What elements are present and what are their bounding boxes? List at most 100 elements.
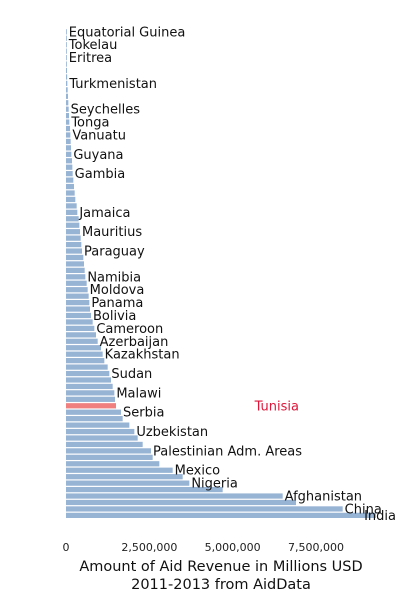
bar-sudan: [66, 370, 110, 377]
bar-guyana: [66, 151, 72, 157]
bar-moldova: [66, 287, 88, 293]
bar: [66, 216, 79, 222]
bar: [66, 454, 153, 460]
bar-palestinian-adm-areas: [66, 448, 151, 454]
x-tick-label: 0: [63, 541, 70, 554]
country-label-afghanistan: Afghanistan: [285, 490, 362, 505]
x-axis-ticks: 0 2,500,000 5,000,000 7,500,000: [63, 541, 344, 554]
x-tick-label: 2,500,000: [121, 541, 177, 554]
country-label-mexico: Mexico: [175, 464, 220, 479]
bar: [66, 177, 74, 183]
bar: [66, 435, 138, 441]
bar: [66, 241, 82, 248]
bar: [66, 35, 67, 41]
bar-bolivia: [66, 312, 91, 319]
x-axis-subtitle: 2011-2013 from AidData: [131, 577, 311, 593]
country-label-seychelles: Seychelles: [71, 103, 141, 118]
bar: [66, 306, 90, 312]
bar-malawi: [66, 390, 115, 396]
bar-nigeria: [66, 480, 190, 486]
country-label-tokelau: Tokelau: [68, 38, 118, 53]
bar-mexico: [66, 467, 173, 473]
country-label-malawi: Malawi: [116, 386, 161, 401]
bar: [66, 138, 71, 145]
country-label-nigeria: Nigeria: [191, 477, 238, 492]
bar-tokelau: [66, 42, 67, 48]
country-label-uzbekistan: Uzbekistan: [136, 425, 208, 440]
bars-layer: [66, 29, 376, 518]
bar: [66, 113, 69, 119]
bar: [66, 164, 73, 170]
bar: [66, 222, 80, 228]
bar: [66, 158, 72, 164]
bar: [66, 474, 183, 480]
bar-azerbaijan: [66, 338, 98, 344]
bar: [66, 203, 77, 209]
country-label-mauritius: Mauritius: [82, 225, 142, 240]
country-label-eritrea: Eritrea: [69, 51, 112, 66]
country-label-tunisia: Tunisia: [254, 399, 299, 414]
country-label-sudan: Sudan: [111, 367, 152, 382]
bar-tunisia: [66, 403, 116, 409]
country-label-tonga: Tonga: [70, 116, 109, 131]
bar-kazakhstan: [66, 351, 103, 357]
country-label-kazakhstan: Kazakhstan: [105, 348, 180, 363]
bar: [66, 87, 68, 93]
bar-tonga: [66, 119, 70, 125]
bar: [66, 235, 81, 241]
country-label-vanuatu: Vanuatu: [72, 128, 126, 143]
bar: [66, 48, 67, 54]
country-label-india: India: [364, 509, 396, 524]
bar-serbia: [66, 409, 121, 415]
x-axis-title: Amount of Aid Revenue in Millions USD: [79, 559, 362, 575]
bar: [66, 396, 115, 402]
bar: [66, 461, 160, 467]
bar-afghanistan: [66, 493, 283, 499]
bar-uzbekistan: [66, 428, 135, 435]
country-label-cameroon: Cameroon: [96, 322, 163, 337]
bar: [66, 125, 70, 132]
bar: [66, 254, 84, 261]
bar: [66, 422, 130, 428]
country-label-guyana: Guyana: [73, 148, 123, 163]
bar: [66, 100, 69, 106]
bar: [66, 293, 89, 299]
bar-vanuatu: [66, 132, 71, 138]
bar: [66, 364, 108, 370]
bar: [66, 416, 123, 422]
country-label-serbia: Serbia: [123, 406, 164, 421]
bar: [66, 183, 74, 190]
bar: [66, 358, 105, 364]
bar: [66, 499, 296, 506]
bar-india: [66, 512, 376, 518]
country-label-gambia: Gambia: [75, 167, 126, 182]
bar: [66, 74, 68, 80]
bar: [66, 319, 93, 325]
x-tick-label: 5,000,000: [205, 541, 261, 554]
bar-mauritius: [66, 229, 80, 235]
bar-cameroon: [66, 325, 95, 332]
country-label-panama: Panama: [91, 296, 143, 311]
country-label-bolivia: Bolivia: [93, 309, 136, 324]
country-label-china: China: [345, 502, 382, 517]
country-label-paraguay: Paraguay: [84, 245, 145, 260]
bar: [66, 190, 75, 196]
bar-jamaica: [66, 209, 78, 215]
bar-equatorial-guinea: [66, 29, 67, 35]
bar-china: [66, 506, 343, 512]
bar: [66, 345, 101, 351]
bar-turkmenistan: [66, 80, 68, 87]
bar: [66, 267, 85, 273]
country-label-equatorial-guinea: Equatorial Guinea: [69, 25, 186, 40]
bar: [66, 261, 84, 267]
bar-paraguay: [66, 248, 82, 254]
country-label-azerbaijan: Azerbaijan: [100, 335, 169, 350]
bar: [66, 67, 67, 74]
bar: [66, 441, 143, 448]
bar: [66, 93, 68, 99]
x-tick-label: 7,500,000: [288, 541, 344, 554]
bar-namibia: [66, 274, 86, 280]
bar: [66, 486, 223, 493]
